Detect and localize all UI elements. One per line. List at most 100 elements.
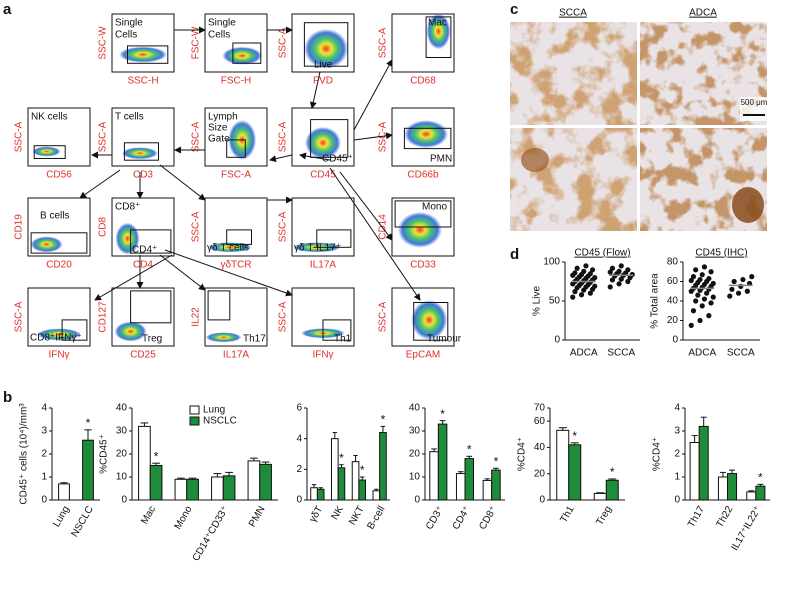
bar xyxy=(358,479,367,501)
gate xyxy=(425,16,452,58)
gate-label: Size xyxy=(208,123,228,134)
gate xyxy=(30,232,88,254)
x-tick-label: γδT xyxy=(307,504,325,524)
gate-label: Cells xyxy=(208,30,230,41)
density xyxy=(426,13,451,50)
y-tick-label: 20 xyxy=(116,449,128,460)
x-tick-label: CD14⁺CD33⁺ xyxy=(191,504,231,563)
flow-ylabel: SSC-A xyxy=(278,211,289,242)
bar xyxy=(429,451,439,501)
bar xyxy=(455,473,466,501)
x-tick-label: CD3⁺ xyxy=(424,504,446,531)
chart-title: CD45 (IHC) xyxy=(695,248,747,259)
gate-label: Single xyxy=(115,18,143,29)
gate-label: B cells xyxy=(40,211,69,222)
bar xyxy=(222,475,236,501)
y-tick-label: 4 xyxy=(41,403,47,414)
significance-mark: * xyxy=(360,463,365,477)
bar xyxy=(82,439,94,501)
flow-ylabel: SSC-A xyxy=(378,27,389,58)
x-tick-label: ADCA xyxy=(688,348,716,359)
y-tick-label: 40 xyxy=(116,403,128,414)
bar xyxy=(746,491,757,501)
legend-label: Lung xyxy=(203,405,225,416)
gate-label: Treg xyxy=(142,334,162,345)
flow-xlabel: IFNγ xyxy=(312,350,333,361)
bar xyxy=(568,444,582,501)
gate-label: Th17 xyxy=(243,334,266,345)
bar xyxy=(727,473,738,501)
gate-label: Tumour xyxy=(427,334,462,345)
density xyxy=(404,120,449,149)
dot xyxy=(609,265,616,271)
legend-swatch xyxy=(189,416,200,426)
dot xyxy=(592,283,598,289)
bar xyxy=(310,487,318,501)
dot xyxy=(710,294,716,300)
dot xyxy=(697,276,703,283)
flow-xlabel: FSC-A xyxy=(221,170,251,181)
dot xyxy=(583,263,589,269)
gate-label: Gate xyxy=(208,134,230,145)
dot xyxy=(616,268,622,274)
y-tick-label: 60 xyxy=(534,416,546,427)
gating-arrow xyxy=(299,152,331,161)
gate-label: Th1 xyxy=(334,334,352,345)
significance-mark: * xyxy=(86,416,91,430)
dot xyxy=(607,284,613,290)
x-tick-label: PMN xyxy=(247,504,268,529)
y-tick-label: 4 xyxy=(674,403,680,414)
gate-label: T cells xyxy=(115,112,144,123)
dot xyxy=(701,264,708,270)
flow-xlabel: IL17A xyxy=(223,350,249,361)
flow-ylabel: SSC-A xyxy=(191,211,202,242)
y-axis-label: CD45⁺ cells (10⁴)/mm³ xyxy=(19,403,30,505)
density xyxy=(411,299,448,340)
dot xyxy=(625,267,631,273)
gate-label: γδ T-IL17⁺ xyxy=(294,243,341,254)
y-tick-label: 3 xyxy=(674,426,680,437)
significance-mark: * xyxy=(494,454,499,468)
x-tick-label: CD8⁺ xyxy=(477,504,499,531)
y-tick-label: 30 xyxy=(409,426,421,437)
flow-xlabel: SSC-H xyxy=(127,76,158,87)
dot xyxy=(693,267,699,273)
gating-arrow xyxy=(339,171,393,241)
y-tick-label: 0 xyxy=(121,495,127,506)
flow-xlabel: CD66b xyxy=(407,170,439,181)
flow-ylabel: SSC-A xyxy=(378,301,389,332)
flow-xlabel: IL17A xyxy=(310,260,336,271)
dot xyxy=(609,277,616,283)
y-tick-label: 1 xyxy=(674,472,680,483)
gate-label: CD8⁺ xyxy=(115,202,140,213)
flow-xlabel: FSC-H xyxy=(221,76,252,87)
y-axis-label: %CD45⁺ xyxy=(99,434,110,474)
dot xyxy=(618,276,624,282)
bar xyxy=(247,460,261,501)
significance-mark: * xyxy=(572,429,577,443)
dot xyxy=(574,265,580,271)
dot xyxy=(695,292,701,298)
gate xyxy=(226,139,246,158)
dot xyxy=(688,277,694,284)
dot xyxy=(587,290,593,296)
y-tick-label: 20 xyxy=(409,449,421,460)
density xyxy=(119,46,167,63)
flow-ylabel: SSC-A xyxy=(191,121,202,152)
density xyxy=(304,28,349,69)
panel-label: d xyxy=(510,246,519,263)
gating-arrow xyxy=(309,71,321,109)
ihc-blob xyxy=(732,187,764,223)
dot xyxy=(690,274,697,280)
flow-ylabel: SSC-A xyxy=(98,121,109,152)
gating-arrow xyxy=(353,132,393,141)
density xyxy=(115,222,140,255)
flow-xlabel: CD33 xyxy=(410,260,436,271)
bar xyxy=(174,478,188,501)
bar xyxy=(605,479,619,501)
y-tick-label: 20 xyxy=(534,468,546,479)
bar xyxy=(259,463,272,501)
x-tick-label: NKT xyxy=(347,504,367,527)
y-axis-label: %CD4⁺ xyxy=(517,437,528,471)
bar xyxy=(330,438,339,501)
